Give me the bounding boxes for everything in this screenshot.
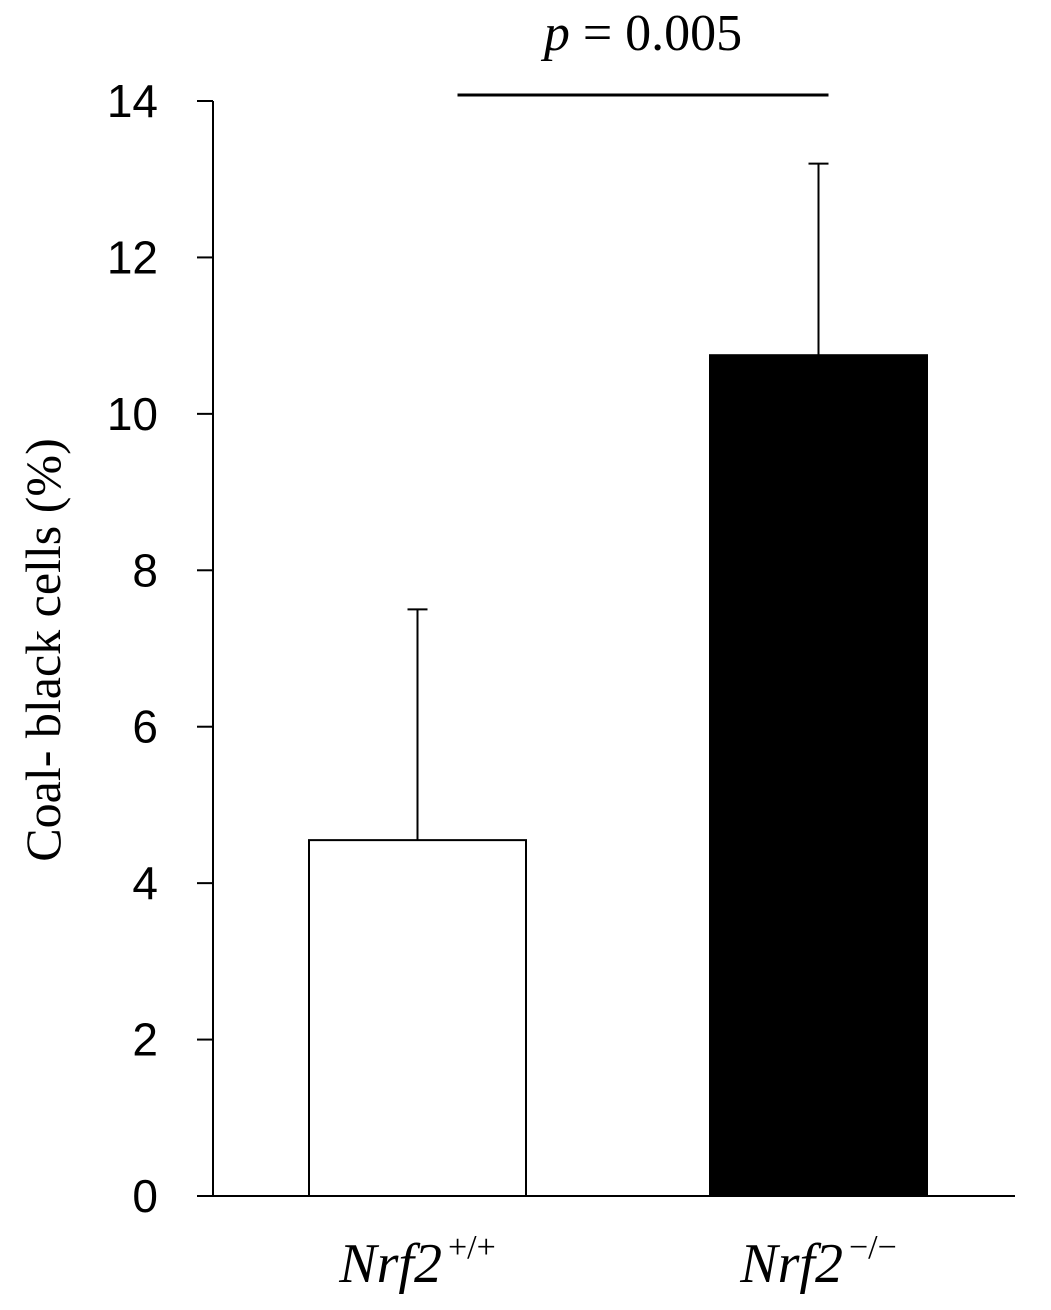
significance-annotation: p = 0.005 xyxy=(457,5,829,97)
y-tick-label: 6 xyxy=(132,701,158,753)
y-tick-label: 14 xyxy=(107,75,158,127)
x-tick-labels: Nrf2 +/+ Nrf2 −/− xyxy=(338,1229,897,1295)
x-tick-label: Nrf2 −/− xyxy=(739,1229,897,1295)
chart-marks xyxy=(308,162,928,1198)
bar xyxy=(308,839,527,1197)
x-tick-label-superscript: +/+ xyxy=(448,1229,496,1266)
p-symbol: p xyxy=(540,5,570,62)
y-tick-label: 10 xyxy=(107,388,158,440)
x-tick-label-base: Nrf2 xyxy=(338,1233,442,1295)
y-ticks: 0 2 4 6 8 10 12 14 xyxy=(107,75,213,1222)
y-tick-label: 12 xyxy=(107,231,158,283)
p-value-label: p = 0.005 xyxy=(540,5,742,62)
y-axis-label: Coal- black cells (%) xyxy=(15,438,71,861)
bar xyxy=(709,354,928,1198)
x-tick-label-base: Nrf2 xyxy=(739,1233,843,1295)
y-tick-label: 4 xyxy=(132,857,158,909)
x-tick-label: Nrf2 +/+ xyxy=(338,1229,496,1295)
p-value-text: = 0.005 xyxy=(570,5,742,62)
y-tick-label: 8 xyxy=(132,544,158,596)
y-tick-label: 0 xyxy=(132,1170,158,1222)
y-tick-label: 2 xyxy=(132,1014,158,1066)
x-tick-label-superscript: −/− xyxy=(849,1229,897,1266)
